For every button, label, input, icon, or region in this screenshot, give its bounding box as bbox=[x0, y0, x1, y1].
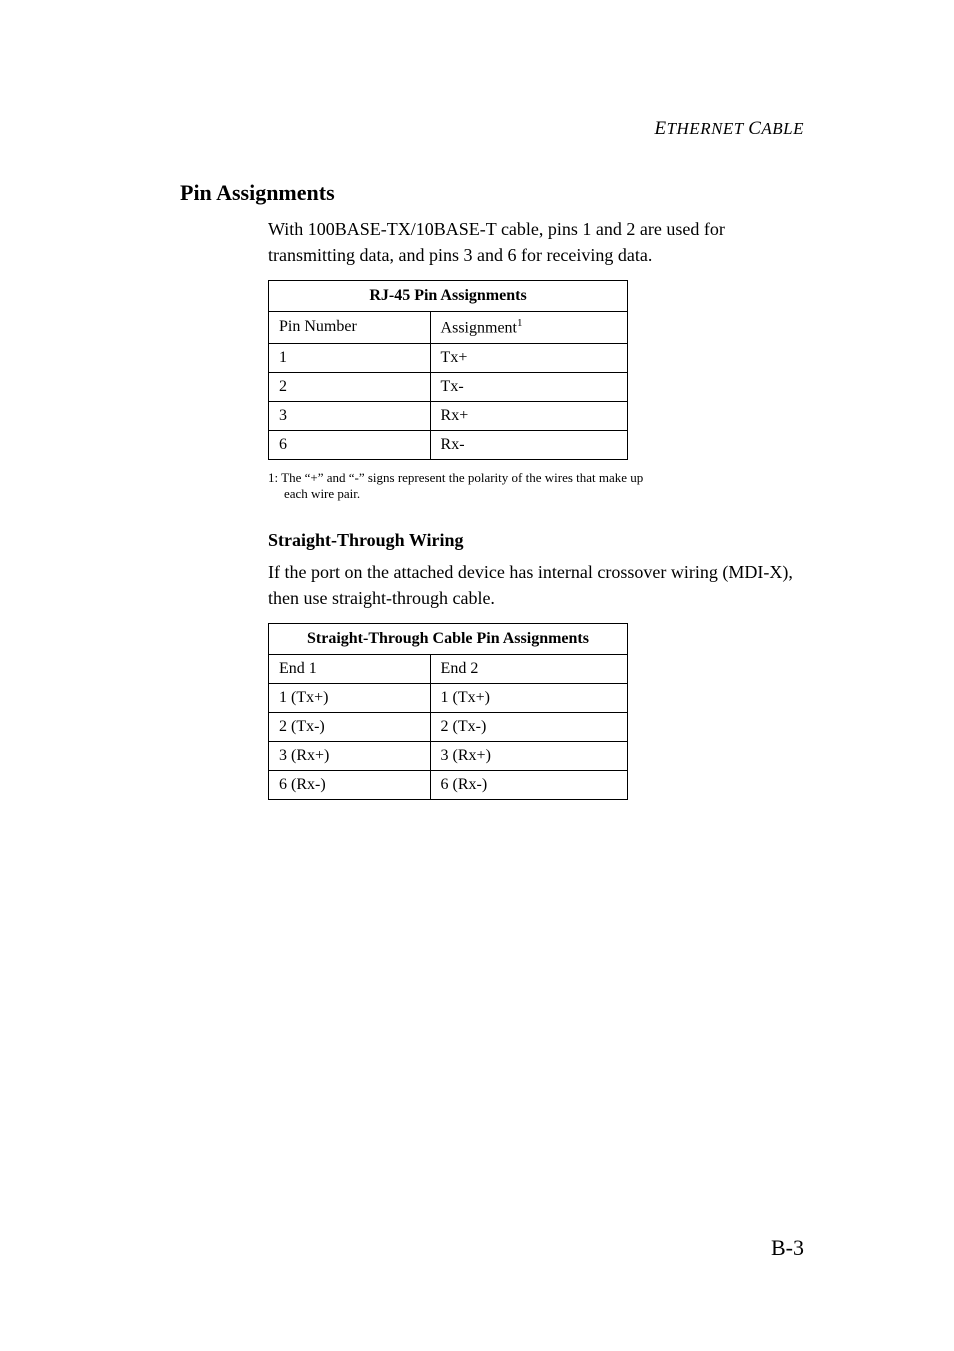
rj45-table: RJ-45 Pin Assignments Pin Number Assignm… bbox=[268, 280, 628, 459]
rj45-r3-c2: Rx- bbox=[430, 430, 627, 459]
straight-col1-header: End 1 bbox=[269, 655, 431, 684]
rj45-r1-c2: Tx- bbox=[430, 372, 627, 401]
rj45-col1-header: Pin Number bbox=[269, 312, 431, 343]
intro-paragraph: With 100BASE-TX/10BASE-T cable, pins 1 a… bbox=[268, 216, 804, 268]
rj45-r2-c2: Rx+ bbox=[430, 401, 627, 430]
running-head-c: C bbox=[748, 118, 761, 139]
straight-r3-c2: 6 (Rx-) bbox=[430, 771, 627, 800]
rj45-table-title: RJ-45 Pin Assignments bbox=[269, 281, 628, 312]
rj45-r0-c1: 1 bbox=[269, 343, 431, 372]
straight-r2-c1: 3 (Rx+) bbox=[269, 742, 431, 771]
page: ETHERNET CABLE Pin Assignments With 100B… bbox=[0, 0, 954, 1351]
running-head-able: ABLE bbox=[761, 119, 804, 138]
table-row: 1 (Tx+) 1 (Tx+) bbox=[269, 684, 628, 713]
straight-r1-c2: 2 (Tx-) bbox=[430, 713, 627, 742]
page-number: B-3 bbox=[771, 1235, 804, 1261]
table-row: 3 (Rx+) 3 (Rx+) bbox=[269, 742, 628, 771]
straight-col2-header: End 2 bbox=[430, 655, 627, 684]
straight-r0-c1: 1 (Tx+) bbox=[269, 684, 431, 713]
rj45-r3-c1: 6 bbox=[269, 430, 431, 459]
section-heading-pin-assignments: Pin Assignments bbox=[180, 180, 804, 206]
rj45-footnote: 1: The “+” and “-” signs represent the p… bbox=[268, 470, 644, 503]
straight-r2-c2: 3 (Rx+) bbox=[430, 742, 627, 771]
table-row: 3 Rx+ bbox=[269, 401, 628, 430]
table-row: 6 Rx- bbox=[269, 430, 628, 459]
rj45-col2-header-text: Assignment bbox=[441, 320, 517, 337]
rj45-r2-c1: 3 bbox=[269, 401, 431, 430]
straight-table-title: Straight-Through Cable Pin Assignments bbox=[269, 624, 628, 655]
straight-r1-c1: 2 (Tx-) bbox=[269, 713, 431, 742]
straight-intro-paragraph: If the port on the attached device has i… bbox=[268, 559, 804, 611]
straight-r0-c2: 1 (Tx+) bbox=[430, 684, 627, 713]
subheading-straight-through: Straight-Through Wiring bbox=[268, 530, 804, 551]
rj45-col2-header-sup: 1 bbox=[517, 317, 523, 329]
straight-table: Straight-Through Cable Pin Assignments E… bbox=[268, 623, 628, 800]
straight-r3-c1: 6 (Rx-) bbox=[269, 771, 431, 800]
table-row: 2 (Tx-) 2 (Tx-) bbox=[269, 713, 628, 742]
rj45-r1-c1: 2 bbox=[269, 372, 431, 401]
running-head-thernet: THERNET bbox=[667, 119, 749, 138]
rj45-col2-header: Assignment1 bbox=[430, 312, 627, 343]
content-block: With 100BASE-TX/10BASE-T cable, pins 1 a… bbox=[268, 216, 804, 800]
table-row: 2 Tx- bbox=[269, 372, 628, 401]
table-row: 1 Tx+ bbox=[269, 343, 628, 372]
table-row: 6 (Rx-) 6 (Rx-) bbox=[269, 771, 628, 800]
running-head: ETHERNET CABLE bbox=[654, 118, 804, 140]
running-head-e: E bbox=[654, 118, 666, 139]
rj45-r0-c2: Tx+ bbox=[430, 343, 627, 372]
